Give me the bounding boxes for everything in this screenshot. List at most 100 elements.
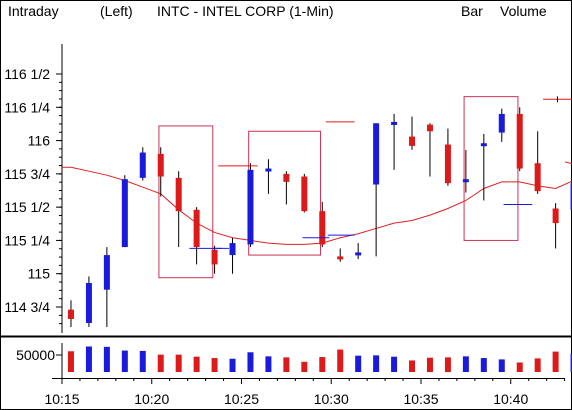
candle <box>570 183 572 210</box>
candle-body-down <box>301 176 308 212</box>
candle <box>462 149 469 193</box>
volume-label: Volume <box>500 3 547 19</box>
candle <box>229 237 236 274</box>
candle-body-down <box>175 177 182 212</box>
time-tick-label: 10:35 <box>403 391 438 407</box>
volume-bar <box>85 346 92 372</box>
candle-body-down <box>409 136 416 146</box>
candle <box>247 163 254 248</box>
volume-bar <box>139 350 146 372</box>
volume-bar <box>534 358 541 372</box>
volume-y-ticks: 50000 <box>16 347 62 363</box>
candle <box>534 131 541 194</box>
price-tick-label: 116 <box>28 133 51 149</box>
candle <box>67 300 74 327</box>
candle-body-up <box>139 152 146 178</box>
price-tick-label: 116 1/2 <box>4 66 50 82</box>
volume-bar <box>103 346 110 372</box>
candle-body-down <box>534 163 541 192</box>
candle-body-down <box>193 209 200 248</box>
candle <box>139 147 146 181</box>
candle-body-up <box>570 183 572 210</box>
candle <box>283 171 290 205</box>
volume-bar <box>426 357 433 372</box>
time-tick-label: 10:40 <box>493 391 528 407</box>
volume-bars <box>67 346 572 372</box>
highlight-box <box>158 125 214 279</box>
volume-bar <box>175 354 182 372</box>
moving-average-line <box>62 161 572 245</box>
candle <box>355 243 362 260</box>
candle-body-down <box>211 249 218 265</box>
candle <box>391 113 398 170</box>
volume-bar <box>193 356 200 372</box>
candle-body-up <box>373 123 380 185</box>
volume-bar <box>337 349 344 372</box>
volume-bar <box>283 357 290 372</box>
price-tick-label: 115 1/2 <box>4 199 50 215</box>
volume-bar <box>552 351 559 372</box>
candle-body-up <box>355 252 362 256</box>
time-tick-label: 10:25 <box>224 391 259 407</box>
candle-body-down <box>319 211 326 245</box>
candle-body-down <box>444 144 451 184</box>
chart-title: INTC - INTEL CORP (1-Min) <box>157 3 334 19</box>
candle <box>265 159 272 194</box>
candle <box>103 247 110 327</box>
volume-bar <box>570 353 572 372</box>
candle <box>552 203 559 249</box>
candle-body-down <box>157 153 164 177</box>
volume-bar <box>516 362 523 372</box>
time-tick-label: 10:30 <box>314 391 349 407</box>
volume-bar <box>498 359 505 372</box>
candle-body-down <box>426 124 433 132</box>
time-ticks: 10:15 10:20 10:25 10:30 10:35 10:40 <box>44 378 566 407</box>
price-y-ticks: 114 3/4 115 115 1/4 115 1/2 115 3/4 116 116 1/… <box>4 66 62 325</box>
candle-body-down <box>516 113 523 169</box>
candle-body-up <box>121 179 128 248</box>
candle-body-up <box>265 168 272 172</box>
candle <box>121 175 128 248</box>
candle <box>301 173 308 213</box>
volume-bar <box>301 361 308 372</box>
volume-bar <box>355 355 362 372</box>
candle <box>480 133 487 201</box>
price-tick-label: 114 3/4 <box>4 299 50 315</box>
candle <box>85 276 92 327</box>
volume-bar <box>211 358 218 372</box>
candle <box>426 123 433 177</box>
price-tick-label: 115 3/4 <box>4 166 50 182</box>
time-tick-label: 10:20 <box>134 391 169 407</box>
volume-tick-label: 50000 <box>16 347 55 363</box>
volume-bar <box>265 356 272 372</box>
scale-label: (Left) <box>100 3 133 19</box>
candle <box>193 207 200 265</box>
volume-bar <box>480 358 487 372</box>
volume-bar <box>373 355 380 372</box>
candle-body-up <box>498 113 505 133</box>
candle-body-up <box>85 283 92 323</box>
price-tick-label: 115 1/4 <box>4 232 50 248</box>
price-panel: 114 3/4 115 115 1/4 115 1/2 115 3/4 116 116 1/… <box>4 44 572 333</box>
volume-bar <box>121 350 128 372</box>
candle <box>319 201 326 248</box>
volume-bar <box>229 358 236 372</box>
price-tick-label: 115 <box>28 266 51 282</box>
candles <box>67 107 572 327</box>
volume-bar <box>409 360 416 372</box>
candle <box>444 128 451 186</box>
candle-body-up <box>247 169 254 245</box>
volume-bar <box>319 357 326 372</box>
candle <box>157 147 164 197</box>
mode-label: Intraday <box>8 3 59 19</box>
candle <box>337 248 344 262</box>
candle <box>373 123 380 257</box>
candle <box>409 116 416 150</box>
candle-body-down <box>552 208 559 224</box>
candle-body-down <box>67 309 74 319</box>
bar-label: Bar <box>461 3 483 19</box>
time-tick-label: 10:15 <box>44 391 79 407</box>
chart-header: Intraday (Left) INTC - INTEL CORP (1-Min… <box>8 3 547 19</box>
